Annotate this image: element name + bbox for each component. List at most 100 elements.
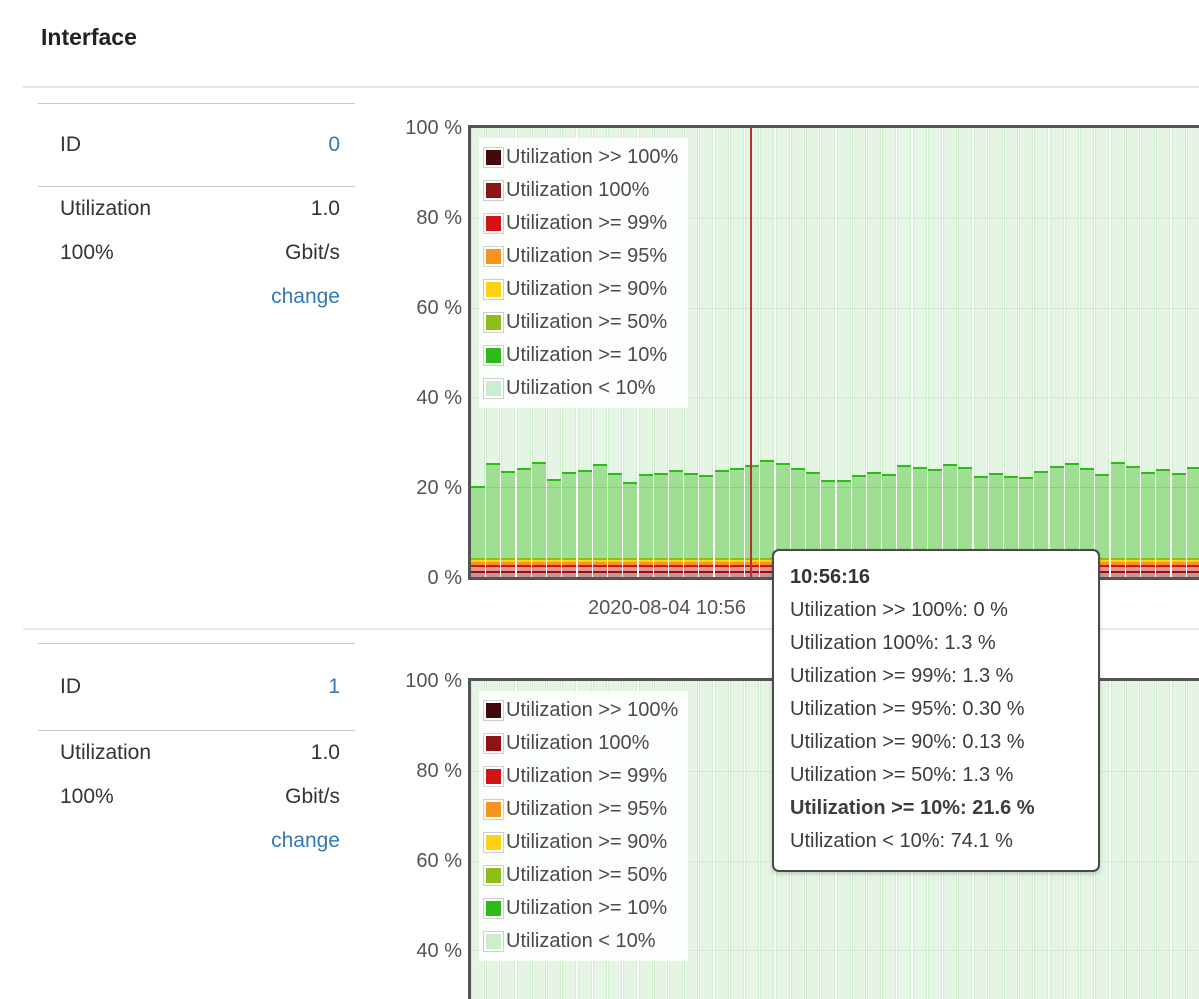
utilization-bar[interactable] [928, 128, 942, 577]
utilization-bar[interactable] [897, 128, 911, 577]
utilization-bar[interactable] [699, 681, 713, 999]
bar-segment [1126, 557, 1140, 560]
utilization-bar[interactable] [913, 128, 927, 577]
utilization-bar[interactable] [699, 128, 713, 577]
utilization-bar[interactable] [1065, 128, 1079, 577]
change-link[interactable]: change [271, 285, 340, 308]
bar-segment [715, 559, 729, 562]
bar-segment [730, 570, 744, 577]
bar-segment [699, 570, 713, 577]
utilization-value: 1.0 Gbit/s change [271, 187, 340, 319]
legend-label: Utilization 100% [506, 732, 650, 754]
interface-id-link[interactable]: 1 [328, 675, 340, 698]
utilization-bar[interactable] [837, 128, 851, 577]
bar-segment [1156, 469, 1170, 558]
utilization-bar[interactable] [821, 128, 835, 577]
utilization-bar[interactable] [989, 128, 1003, 577]
legend-label: Utilization >= 90% [506, 831, 668, 853]
utilization-bar[interactable] [745, 681, 759, 999]
legend-label: Utilization < 10% [506, 930, 656, 952]
utilization-bar[interactable] [943, 128, 957, 577]
bar-segment [1172, 472, 1186, 558]
utilization-bar[interactable] [791, 128, 805, 577]
interface-id-link[interactable]: 0 [328, 133, 340, 156]
utilization-bar[interactable] [1126, 681, 1140, 999]
legend-label: Utilization >> 100% [506, 699, 679, 721]
y-axis-tick: 40 % [416, 387, 462, 409]
utilization-number: 1.0 [310, 197, 340, 220]
utilization-bar[interactable] [852, 128, 866, 577]
utilization-bar[interactable] [958, 128, 972, 577]
utilization-bar[interactable] [1095, 128, 1109, 577]
utilization-bar[interactable] [715, 128, 729, 577]
bar-segment [1095, 557, 1109, 560]
bar-segment [1111, 681, 1125, 999]
bar-segment [654, 559, 668, 562]
bar-segment [1187, 570, 1199, 577]
bar-segment [867, 128, 881, 472]
utilization-bar[interactable] [867, 128, 881, 577]
tooltip-line: Utilization >= 90%: 0.13 % [790, 731, 1025, 753]
bar-segment [578, 561, 592, 565]
bar-segment [471, 561, 485, 565]
bar-segment [623, 570, 637, 577]
utilization-bar[interactable] [745, 128, 759, 577]
bar-segment [837, 480, 851, 558]
bar-segment [882, 473, 896, 558]
change-link[interactable]: change [271, 829, 340, 852]
bar-segment [1111, 128, 1125, 463]
bar-segment [1187, 557, 1199, 560]
bar-segment [1095, 570, 1109, 577]
utilization-bar[interactable] [760, 128, 774, 577]
bar-segment [517, 559, 531, 562]
legend-label: Utilization < 10% [506, 377, 656, 399]
utilization-bar[interactable] [730, 128, 744, 577]
bar-segment [791, 468, 805, 558]
bar-segment [623, 482, 637, 558]
bar-segment [913, 467, 927, 558]
y-axis-tick: 100 % [405, 117, 462, 139]
bar-segment [1172, 559, 1186, 562]
id-row: ID 0 [38, 103, 355, 186]
utilization-bar[interactable] [1141, 128, 1155, 577]
utilization-bar[interactable] [1156, 128, 1170, 577]
utilization-bar[interactable] [1172, 128, 1186, 577]
bar-segment [501, 570, 515, 577]
bar-segment [593, 570, 607, 577]
utilization-bar[interactable] [1111, 681, 1125, 999]
bar-segment [501, 561, 515, 565]
utilization-bar[interactable] [1080, 128, 1094, 577]
chart-plot-area[interactable]: Utilization >> 100% Utilization 100% Utili… [468, 125, 1199, 580]
utilization-bar[interactable] [1111, 128, 1125, 577]
utilization-bar[interactable] [730, 681, 744, 999]
utilization-bar[interactable] [1141, 681, 1155, 999]
utilization-bar[interactable] [1034, 128, 1048, 577]
bar-segment [837, 128, 851, 481]
utilization-bar[interactable] [1187, 681, 1199, 999]
bar-segment [1019, 128, 1033, 478]
bar-segment [1095, 561, 1109, 565]
utilization-bar[interactable] [776, 128, 790, 577]
utilization-bar[interactable] [1019, 128, 1033, 577]
bar-segment [1126, 564, 1140, 571]
utilization-bar[interactable] [1050, 128, 1064, 577]
utilization-bar[interactable] [1172, 681, 1186, 999]
bar-segment [639, 561, 653, 565]
bar-segment [882, 128, 896, 474]
utilization-bar[interactable] [1004, 128, 1018, 577]
bar-segment [471, 486, 485, 558]
bar-segment [1141, 557, 1155, 560]
id-label: ID [60, 675, 81, 698]
bar-segment [1187, 466, 1199, 558]
utilization-bar[interactable] [974, 128, 988, 577]
utilization-bar[interactable] [882, 128, 896, 577]
utilization-bar[interactable] [715, 681, 729, 999]
utilization-bar[interactable] [1156, 681, 1170, 999]
bar-segment [715, 557, 729, 560]
utilization-bar[interactable] [1126, 128, 1140, 577]
utilization-bar[interactable] [806, 128, 820, 577]
bar-segment [1141, 570, 1155, 577]
bar-segment [1156, 559, 1170, 562]
utilization-bar[interactable] [1187, 128, 1199, 577]
bar-segment [974, 476, 988, 558]
